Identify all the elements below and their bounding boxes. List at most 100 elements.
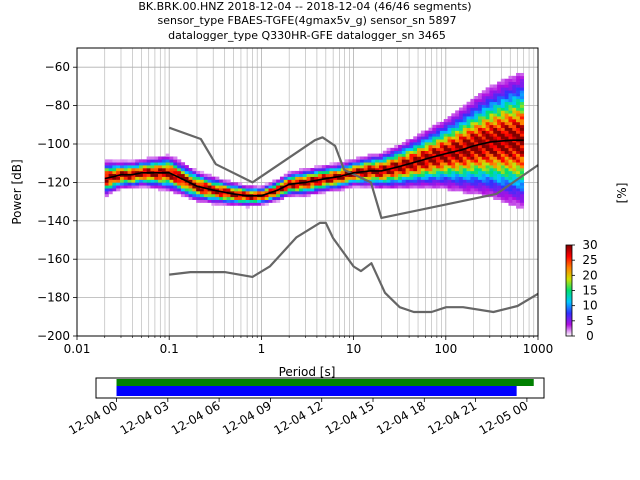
heatmap-cell: [378, 156, 384, 160]
heatmap-cell: [451, 153, 456, 157]
heatmap-cell: [306, 173, 311, 177]
heatmap-cell: [150, 159, 155, 163]
heatmap-cell: [249, 199, 254, 203]
x-tick-label: 10: [346, 342, 361, 356]
heatmap-cell: [466, 185, 471, 189]
heatmap-cell: [409, 179, 414, 183]
heatmap-cell: [325, 173, 330, 177]
heatmap-cell: [177, 165, 182, 169]
heatmap-cell: [131, 168, 136, 172]
heatmap-cell: [382, 185, 387, 189]
heatmap-cell: [485, 162, 490, 166]
heatmap-cell: [161, 156, 166, 160]
heatmap-cell: [139, 168, 144, 172]
heatmap-cell: [333, 165, 338, 169]
heatmap-cell: [359, 165, 365, 169]
heatmap-cell: [466, 162, 471, 166]
heatmap-cell: [516, 78, 521, 82]
heatmap-cell: [337, 168, 342, 172]
heatmap-cell: [211, 199, 216, 203]
heatmap-cell: [116, 185, 121, 189]
colorbar-tick-label: 10: [582, 299, 597, 313]
heatmap-cell: [196, 196, 201, 200]
timeline-bar-data-available: [116, 379, 534, 386]
heatmap-cell: [474, 168, 479, 172]
heatmap-cell: [451, 188, 456, 192]
heatmap-cell: [161, 173, 166, 177]
heatmap-cell: [519, 133, 525, 137]
heatmap-cell: [485, 116, 490, 120]
heatmap-cell: [192, 168, 197, 172]
heatmap-cell: [207, 176, 212, 180]
heatmap-cell: [458, 162, 464, 166]
heatmap-cell: [439, 124, 445, 128]
heatmap-cell: [241, 185, 246, 189]
heatmap-cell: [470, 165, 475, 169]
heatmap-cell: [481, 159, 486, 163]
heatmap-cell: [196, 179, 201, 183]
heatmap-cell: [337, 176, 342, 180]
heatmap-cell: [428, 139, 433, 143]
heatmap-cell: [508, 96, 513, 100]
heatmap-cell: [234, 188, 239, 192]
heatmap-cell: [458, 139, 464, 143]
heatmap-cell: [112, 185, 117, 189]
heatmap-cell: [508, 127, 513, 131]
heatmap-cell: [409, 139, 414, 143]
heatmap-cell: [428, 127, 433, 131]
heatmap-cell: [306, 176, 311, 180]
heatmap-cell: [287, 179, 292, 183]
heatmap-cell: [516, 147, 521, 152]
heatmap-cell: [116, 162, 121, 166]
heatmap-cell: [508, 168, 513, 172]
heatmap-cell: [504, 98, 509, 103]
heatmap-cell: [512, 165, 517, 169]
heatmap-cell: [474, 121, 479, 126]
heatmap-cell: [458, 150, 464, 154]
heatmap-cell: [272, 193, 277, 198]
heatmap-cell: [398, 173, 403, 177]
heatmap-cell: [405, 159, 410, 163]
heatmap-cell: [299, 182, 304, 186]
y-tick-label: −80: [45, 99, 70, 113]
heatmap-cell: [481, 133, 486, 137]
heatmap-cell: [462, 121, 467, 126]
heatmap-cell: [489, 130, 494, 134]
heatmap-cell: [474, 170, 479, 175]
heatmap-cell: [519, 199, 525, 203]
heatmap-cell: [428, 150, 433, 154]
heatmap-cell: [119, 159, 125, 163]
heatmap-cell: [196, 199, 201, 203]
heatmap-cell: [504, 78, 509, 82]
heatmap-cell: [508, 159, 513, 163]
heatmap-cell: [516, 116, 521, 120]
heatmap-cell: [447, 176, 452, 180]
heatmap-cell: [420, 185, 425, 189]
heatmap-cell: [112, 188, 117, 192]
heatmap-cell: [203, 185, 208, 189]
heatmap-cell: [436, 159, 441, 163]
heatmap-cell: [382, 156, 387, 160]
heatmap-cell: [497, 170, 502, 175]
heatmap-cell: [401, 144, 406, 149]
heatmap-cell: [314, 185, 319, 189]
heatmap-cell: [428, 144, 433, 149]
heatmap-cell: [500, 193, 505, 198]
heatmap-cell: [512, 147, 517, 152]
heatmap-cell: [462, 139, 467, 143]
heatmap-cell: [489, 96, 494, 100]
heatmap-cell: [519, 188, 525, 192]
heatmap-cell: [478, 130, 483, 134]
heatmap-cell: [161, 179, 166, 183]
heatmap-cell: [207, 191, 212, 195]
heatmap-cell: [180, 170, 186, 175]
heatmap-cell: [451, 127, 456, 131]
heatmap-cell: [245, 185, 250, 189]
heatmap-cell: [485, 130, 490, 134]
heatmap-cell: [390, 185, 395, 189]
heatmap-cell: [516, 182, 521, 186]
heatmap-cell: [386, 182, 391, 186]
heatmap-cell: [295, 188, 300, 192]
heatmap-cell: [131, 170, 136, 175]
heatmap-cell: [500, 136, 505, 140]
